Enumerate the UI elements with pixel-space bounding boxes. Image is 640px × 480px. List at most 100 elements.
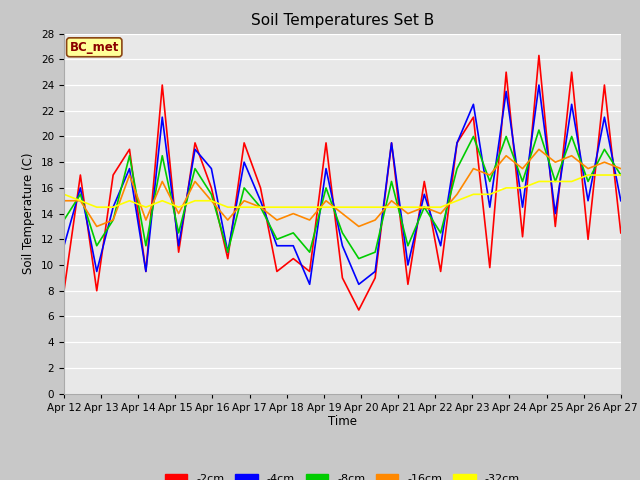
-8cm xyxy=(93,243,100,249)
Y-axis label: Soil Temperature (C): Soil Temperature (C) xyxy=(22,153,35,275)
-4cm xyxy=(207,166,215,171)
-32cm xyxy=(617,172,625,178)
-16cm xyxy=(502,153,510,158)
-32cm xyxy=(437,204,445,210)
-8cm xyxy=(552,179,559,184)
-32cm xyxy=(306,204,314,210)
-4cm xyxy=(306,281,314,287)
-4cm xyxy=(535,82,543,88)
-32cm xyxy=(142,204,150,210)
-16cm xyxy=(404,211,412,216)
-16cm xyxy=(437,211,445,216)
-8cm xyxy=(584,179,592,184)
-32cm xyxy=(404,204,412,210)
-16cm xyxy=(109,217,117,223)
-2cm xyxy=(437,269,445,275)
-4cm xyxy=(453,140,461,146)
-4cm xyxy=(125,166,133,171)
-32cm xyxy=(322,204,330,210)
-16cm xyxy=(224,217,232,223)
-4cm xyxy=(77,185,84,191)
-32cm xyxy=(60,192,68,197)
-4cm xyxy=(142,269,150,275)
-8cm xyxy=(453,166,461,171)
-8cm xyxy=(60,217,68,223)
Title: Soil Temperatures Set B: Soil Temperatures Set B xyxy=(251,13,434,28)
-4cm xyxy=(159,114,166,120)
-2cm xyxy=(273,269,281,275)
-16cm xyxy=(535,146,543,152)
Line: -16cm: -16cm xyxy=(64,149,621,227)
-4cm xyxy=(289,243,297,249)
-32cm xyxy=(240,204,248,210)
-4cm xyxy=(339,243,346,249)
-2cm xyxy=(306,269,314,275)
-2cm xyxy=(600,82,608,88)
-8cm xyxy=(142,243,150,249)
-2cm xyxy=(552,224,559,229)
-8cm xyxy=(339,230,346,236)
-8cm xyxy=(404,243,412,249)
Line: -4cm: -4cm xyxy=(64,85,621,284)
-2cm xyxy=(388,140,396,146)
-32cm xyxy=(568,179,575,184)
-16cm xyxy=(600,159,608,165)
-32cm xyxy=(584,172,592,178)
-8cm xyxy=(77,192,84,197)
-16cm xyxy=(518,166,526,171)
-2cm xyxy=(240,140,248,146)
-16cm xyxy=(388,198,396,204)
-4cm xyxy=(191,146,199,152)
-8cm xyxy=(600,146,608,152)
-32cm xyxy=(207,198,215,204)
-32cm xyxy=(109,204,117,210)
-2cm xyxy=(486,264,493,270)
-16cm xyxy=(125,172,133,178)
-32cm xyxy=(355,204,363,210)
-32cm xyxy=(453,198,461,204)
-16cm xyxy=(420,204,428,210)
-8cm xyxy=(257,204,264,210)
-2cm xyxy=(257,185,264,191)
-8cm xyxy=(437,230,445,236)
-2cm xyxy=(404,281,412,287)
-32cm xyxy=(535,179,543,184)
-8cm xyxy=(322,185,330,191)
-8cm xyxy=(486,179,493,184)
-2cm xyxy=(159,82,166,88)
-8cm xyxy=(191,166,199,171)
-8cm xyxy=(125,153,133,158)
-16cm xyxy=(273,217,281,223)
-32cm xyxy=(224,204,232,210)
-16cm xyxy=(470,166,477,171)
-16cm xyxy=(142,217,150,223)
Line: -8cm: -8cm xyxy=(64,130,621,259)
-16cm xyxy=(322,198,330,204)
-4cm xyxy=(355,281,363,287)
-4cm xyxy=(437,243,445,249)
-8cm xyxy=(371,249,379,255)
-8cm xyxy=(470,133,477,139)
-32cm xyxy=(420,204,428,210)
-2cm xyxy=(125,146,133,152)
-16cm xyxy=(617,166,625,171)
-8cm xyxy=(518,179,526,184)
-2cm xyxy=(93,288,100,294)
-8cm xyxy=(355,256,363,262)
-2cm xyxy=(77,172,84,178)
-2cm xyxy=(617,230,625,236)
-32cm xyxy=(257,204,264,210)
Text: BC_met: BC_met xyxy=(70,41,119,54)
-32cm xyxy=(289,204,297,210)
-8cm xyxy=(388,179,396,184)
-4cm xyxy=(388,140,396,146)
-4cm xyxy=(257,198,264,204)
-16cm xyxy=(159,179,166,184)
-4cm xyxy=(109,204,117,210)
-16cm xyxy=(175,211,182,216)
Line: -2cm: -2cm xyxy=(64,56,621,310)
-2cm xyxy=(502,69,510,75)
-8cm xyxy=(224,249,232,255)
-4cm xyxy=(568,101,575,107)
-2cm xyxy=(355,307,363,313)
